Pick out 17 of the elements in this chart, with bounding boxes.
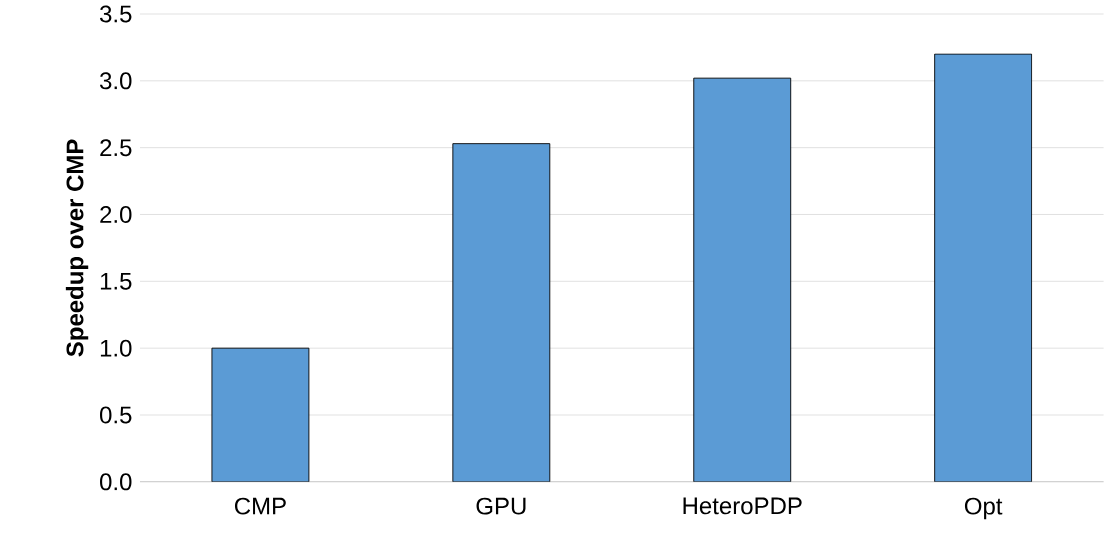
y-tick-label: 1.5 bbox=[100, 273, 132, 290]
bar bbox=[211, 347, 310, 482]
y-tick-label: 2.0 bbox=[100, 206, 132, 224]
y-tick-label: 2.5 bbox=[100, 139, 132, 157]
y-tick-label: 3.0 bbox=[99, 72, 132, 90]
y-tick-label: 1.0 bbox=[100, 339, 132, 357]
x-tick-label: Opt bbox=[964, 497, 1003, 520]
y-tick-label: 0.5 bbox=[100, 406, 132, 424]
bar bbox=[693, 77, 792, 482]
bar bbox=[934, 53, 1033, 482]
x-tick-label: GPU bbox=[476, 497, 526, 515]
y-tick-label: 3.5 bbox=[99, 5, 132, 23]
y-axis-title: Speedup over CMP bbox=[65, 139, 89, 357]
x-tick-label: HeteroPDP bbox=[683, 497, 802, 515]
y-tick-label: 0.0 bbox=[100, 473, 132, 491]
bar bbox=[452, 143, 551, 482]
x-tick-label: CMP bbox=[234, 497, 286, 515]
